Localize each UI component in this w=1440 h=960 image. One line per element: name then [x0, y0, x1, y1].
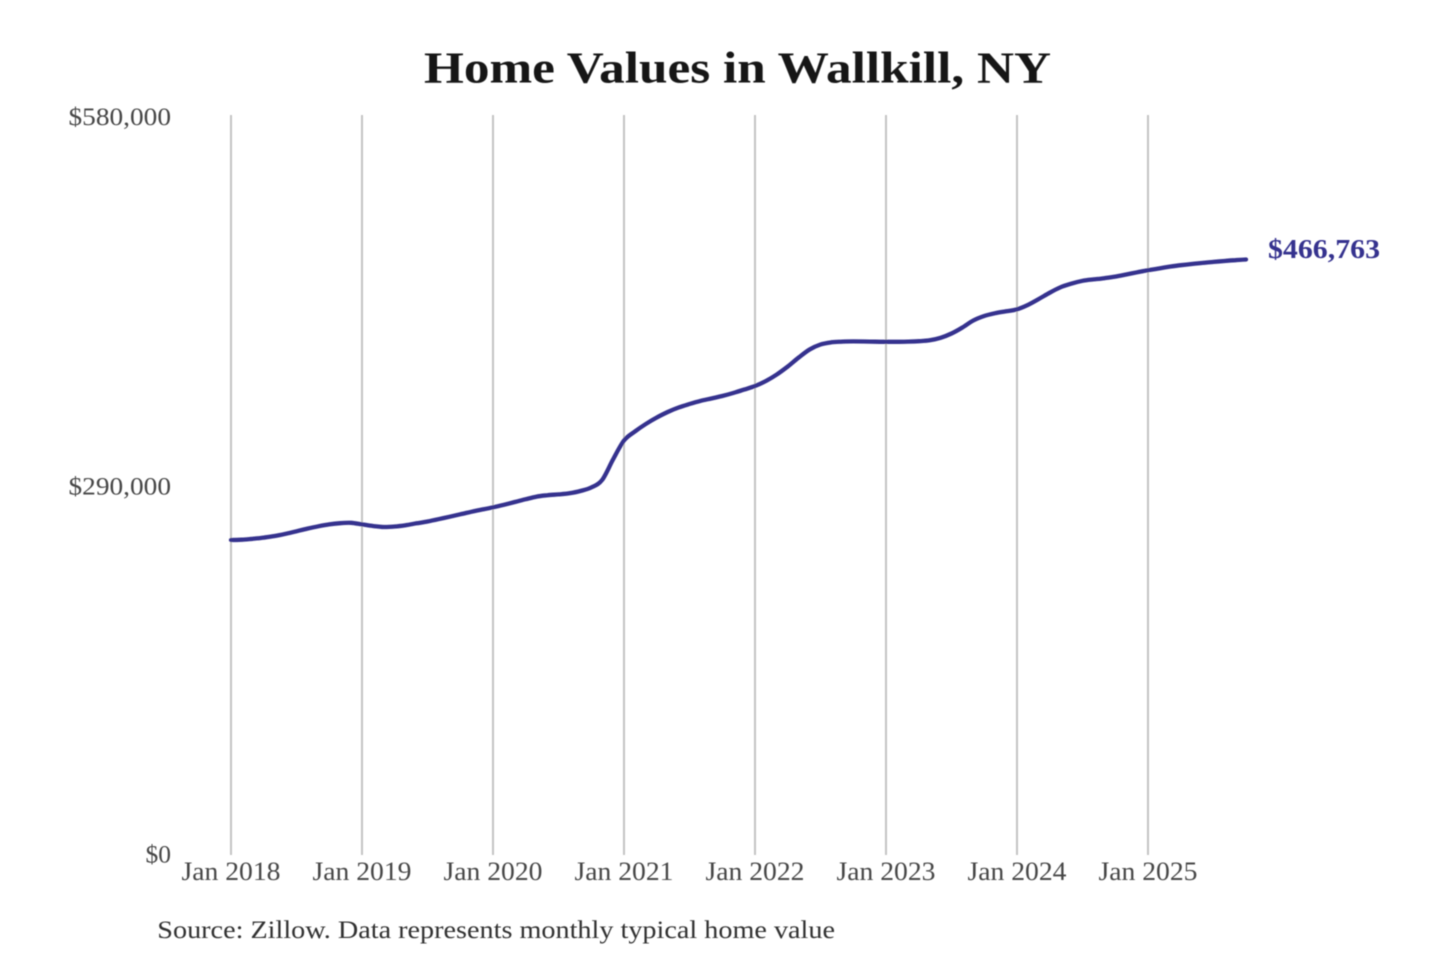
- svg-text:Jan 2022: Jan 2022: [706, 857, 805, 886]
- svg-text:Jan 2019: Jan 2019: [313, 857, 412, 886]
- svg-text:Jan 2021: Jan 2021: [575, 857, 674, 886]
- svg-text:Jan 2024: Jan 2024: [968, 857, 1067, 886]
- svg-text:Jan 2020: Jan 2020: [444, 857, 543, 886]
- svg-text:$290,000: $290,000: [69, 471, 172, 500]
- svg-text:$0: $0: [146, 839, 172, 868]
- svg-text:Source: Zillow. Data represent: Source: Zillow. Data represents monthly …: [157, 915, 835, 944]
- svg-text:$466,763: $466,763: [1268, 234, 1380, 264]
- svg-text:Jan 2023: Jan 2023: [837, 857, 936, 886]
- svg-text:Jan 2018: Jan 2018: [182, 857, 281, 886]
- svg-text:Jan 2025: Jan 2025: [1099, 857, 1198, 886]
- svg-text:Home Values in Wallkill, NY: Home Values in Wallkill, NY: [424, 44, 1051, 93]
- svg-text:$580,000: $580,000: [69, 102, 172, 131]
